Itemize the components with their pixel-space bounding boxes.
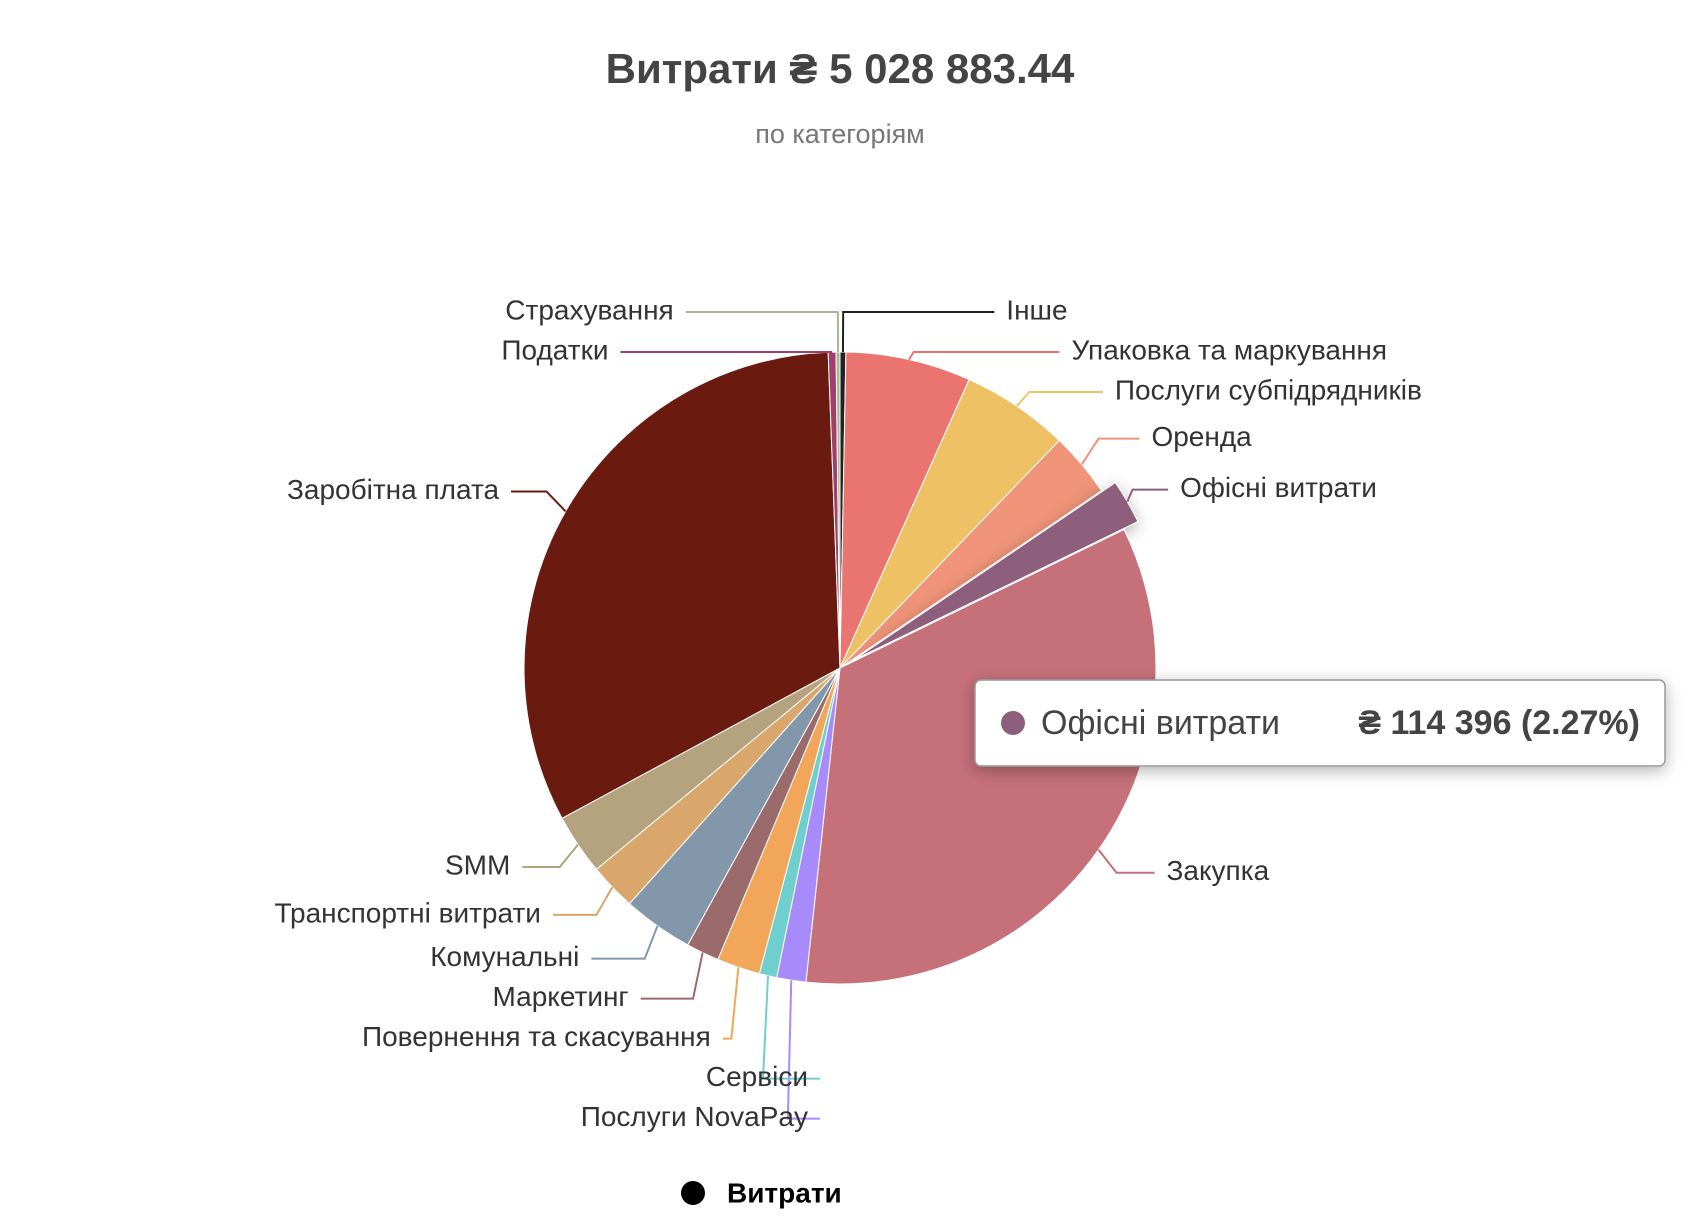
leader-line bbox=[908, 351, 1060, 361]
leader-line bbox=[522, 844, 579, 869]
slice-label: Послуги субпідрядників bbox=[1115, 374, 1422, 405]
leader-line bbox=[1097, 849, 1155, 874]
slice-label: Транспортні витрати bbox=[274, 897, 540, 928]
legend-marker bbox=[681, 1181, 705, 1205]
pie-slice bbox=[523, 351, 841, 819]
slice-label: SMM bbox=[445, 849, 510, 880]
tooltip-marker bbox=[1001, 711, 1025, 735]
leader-line bbox=[1080, 437, 1140, 465]
leader-line bbox=[1016, 391, 1103, 407]
pie-slice bbox=[839, 439, 1103, 669]
slice-label: Оренда bbox=[1151, 421, 1252, 452]
slice-label: Офісні витрати bbox=[1180, 472, 1377, 503]
slice-label: Комунальні bbox=[430, 941, 579, 972]
tooltip-name: Офісні витрати bbox=[1041, 704, 1280, 742]
leader-line bbox=[786, 980, 820, 1120]
slice-label: Податки bbox=[501, 334, 608, 365]
leader-line bbox=[841, 311, 995, 353]
slice-label: Заробітна плата bbox=[287, 474, 499, 505]
leader-line bbox=[640, 952, 704, 1000]
pie bbox=[523, 351, 1157, 985]
leader-line bbox=[511, 490, 567, 513]
legend: Витрати bbox=[681, 1177, 842, 1208]
tooltip-box bbox=[974, 679, 1666, 767]
leader-line bbox=[722, 967, 740, 1040]
slice-label: Страхування bbox=[505, 294, 673, 325]
slice-label: Інше bbox=[1006, 294, 1067, 325]
slice-label: Маркетинг bbox=[493, 981, 629, 1012]
tooltip: Офісні витрати ₴ 114 396 (2.27%) bbox=[974, 679, 1666, 767]
slice-label: Повернення та скасування bbox=[362, 1021, 711, 1052]
legend-label: Витрати bbox=[727, 1177, 842, 1208]
pie-slice bbox=[835, 351, 841, 669]
chart-title: Витрати ₴ 5 028 883.44 bbox=[606, 45, 1075, 92]
leader-line bbox=[591, 925, 659, 960]
tooltip-value: ₴ 114 396 (2.27%) bbox=[1358, 704, 1640, 742]
chart-subtitle: по категоріям bbox=[755, 119, 925, 149]
slice-label: Сервіси bbox=[706, 1061, 808, 1092]
slice-label: Закупка bbox=[1167, 855, 1270, 886]
slice-label: Упаковка та маркування bbox=[1072, 334, 1388, 365]
leader-line bbox=[761, 975, 820, 1080]
leader-line bbox=[1126, 488, 1169, 503]
leader-line bbox=[685, 311, 840, 353]
slice-label: Послуги NovaPay bbox=[581, 1101, 808, 1132]
leader-line bbox=[552, 886, 614, 916]
pie-slice bbox=[839, 351, 970, 669]
